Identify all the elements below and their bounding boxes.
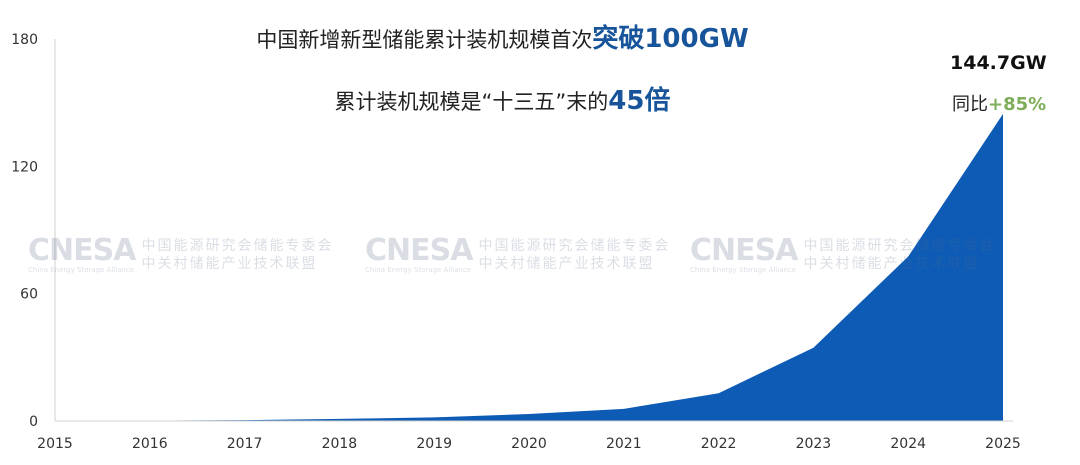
watermark-sub: China Energy Storage Alliance <box>365 266 472 274</box>
watermark-line1: 中国能源研究会储能专委会 <box>478 238 671 254</box>
title-highlight: 突破100GW <box>592 24 749 54</box>
watermark-line1: 中国能源研究会储能专委会 <box>803 238 996 254</box>
watermark-line2: 中关村储能产业技术联盟 <box>141 256 318 272</box>
x-tick-label: 2025 <box>985 436 1021 452</box>
watermark-logo: CNESA <box>365 233 473 268</box>
chart-subtitle: 累计装机规模是“十三五”末的45倍 <box>0 80 1005 117</box>
x-tick-label: 2019 <box>416 436 452 452</box>
watermark: CNESA China Energy Storage Alliance 中国能源研… <box>365 233 671 275</box>
y-tick-label: 60 <box>20 287 38 303</box>
y-tick-label: 0 <box>29 414 38 430</box>
y-tick-label: 180 <box>11 32 38 48</box>
annotation-value: 144.7GW <box>950 52 1047 74</box>
subtitle-highlight: 45倍 <box>608 86 671 116</box>
watermark: CNESA China Energy Storage Alliance 中国能源研… <box>690 233 996 275</box>
annotation-yoy: 同比+85% <box>952 90 1046 116</box>
watermark-sub: China Energy Storage Alliance <box>690 266 797 274</box>
x-tick-label: 2022 <box>701 436 737 452</box>
watermark: CNESA China Energy Storage Alliance 中国能源研… <box>28 233 334 275</box>
x-tick-label: 2016 <box>132 436 168 452</box>
watermark-sub: China Energy Storage Alliance <box>28 266 135 274</box>
x-tick-label: 2015 <box>37 436 73 452</box>
x-tick-label: 2017 <box>227 436 263 452</box>
watermark-logo: CNESA <box>28 233 136 268</box>
x-tick-label: 2020 <box>511 436 547 452</box>
watermark-line1: 中国能源研究会储能专委会 <box>141 238 334 254</box>
x-tick-label: 2021 <box>606 436 642 452</box>
chart-title: 中国新增新型储能累计装机规模首次突破100GW <box>0 18 1005 55</box>
x-tick-label: 2023 <box>796 436 832 452</box>
yoy-value: +85% <box>988 94 1047 115</box>
yoy-label: 同比 <box>952 94 988 115</box>
title-text: 中国新增新型储能累计装机规模首次 <box>256 28 593 52</box>
watermark-line2: 中关村储能产业技术联盟 <box>478 256 655 272</box>
x-tick-label: 2024 <box>890 436 926 452</box>
y-tick-label: 120 <box>11 159 38 175</box>
x-tick-label: 2018 <box>322 436 358 452</box>
subtitle-text: 累计装机规模是“十三五”末的 <box>334 90 609 114</box>
watermark-logo: CNESA <box>690 233 798 268</box>
area-series <box>55 113 1003 422</box>
watermark-line2: 中关村储能产业技术联盟 <box>803 256 980 272</box>
